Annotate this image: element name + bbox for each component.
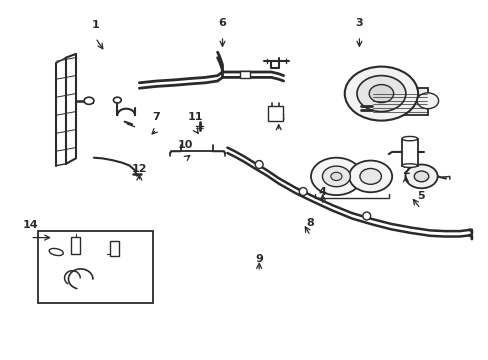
Bar	[110, 241, 119, 256]
Bar	[239, 71, 250, 78]
Ellipse shape	[401, 164, 417, 167]
Circle shape	[344, 67, 417, 121]
Text: 12: 12	[131, 164, 147, 174]
Text: 4: 4	[318, 187, 326, 197]
Circle shape	[310, 158, 361, 195]
Bar	[371, 88, 427, 115]
Text: 2: 2	[401, 166, 409, 176]
Ellipse shape	[401, 136, 417, 141]
Text: 3: 3	[355, 18, 363, 28]
Text: 9: 9	[255, 254, 263, 264]
Circle shape	[84, 97, 94, 104]
Text: 8: 8	[306, 218, 314, 228]
Circle shape	[322, 166, 350, 187]
Circle shape	[359, 168, 381, 184]
Bar	[267, 106, 282, 121]
Circle shape	[356, 76, 405, 112]
Text: 10: 10	[178, 140, 193, 150]
Text: 11: 11	[187, 112, 203, 122]
Text: 6: 6	[218, 18, 226, 28]
Circle shape	[416, 93, 438, 109]
Ellipse shape	[362, 212, 370, 220]
Ellipse shape	[299, 188, 306, 195]
Circle shape	[113, 97, 121, 103]
Bar	[401, 139, 417, 166]
Circle shape	[348, 161, 391, 192]
Text: 13: 13	[270, 113, 286, 123]
Ellipse shape	[255, 161, 263, 168]
Circle shape	[330, 172, 341, 180]
Text: 14: 14	[22, 220, 38, 230]
Text: 5: 5	[416, 191, 424, 201]
Circle shape	[413, 171, 428, 182]
Text: 1: 1	[91, 20, 99, 30]
Circle shape	[405, 165, 437, 188]
Bar	[38, 231, 153, 303]
Text: 7: 7	[152, 112, 160, 122]
Bar	[71, 237, 80, 254]
Circle shape	[368, 85, 393, 103]
